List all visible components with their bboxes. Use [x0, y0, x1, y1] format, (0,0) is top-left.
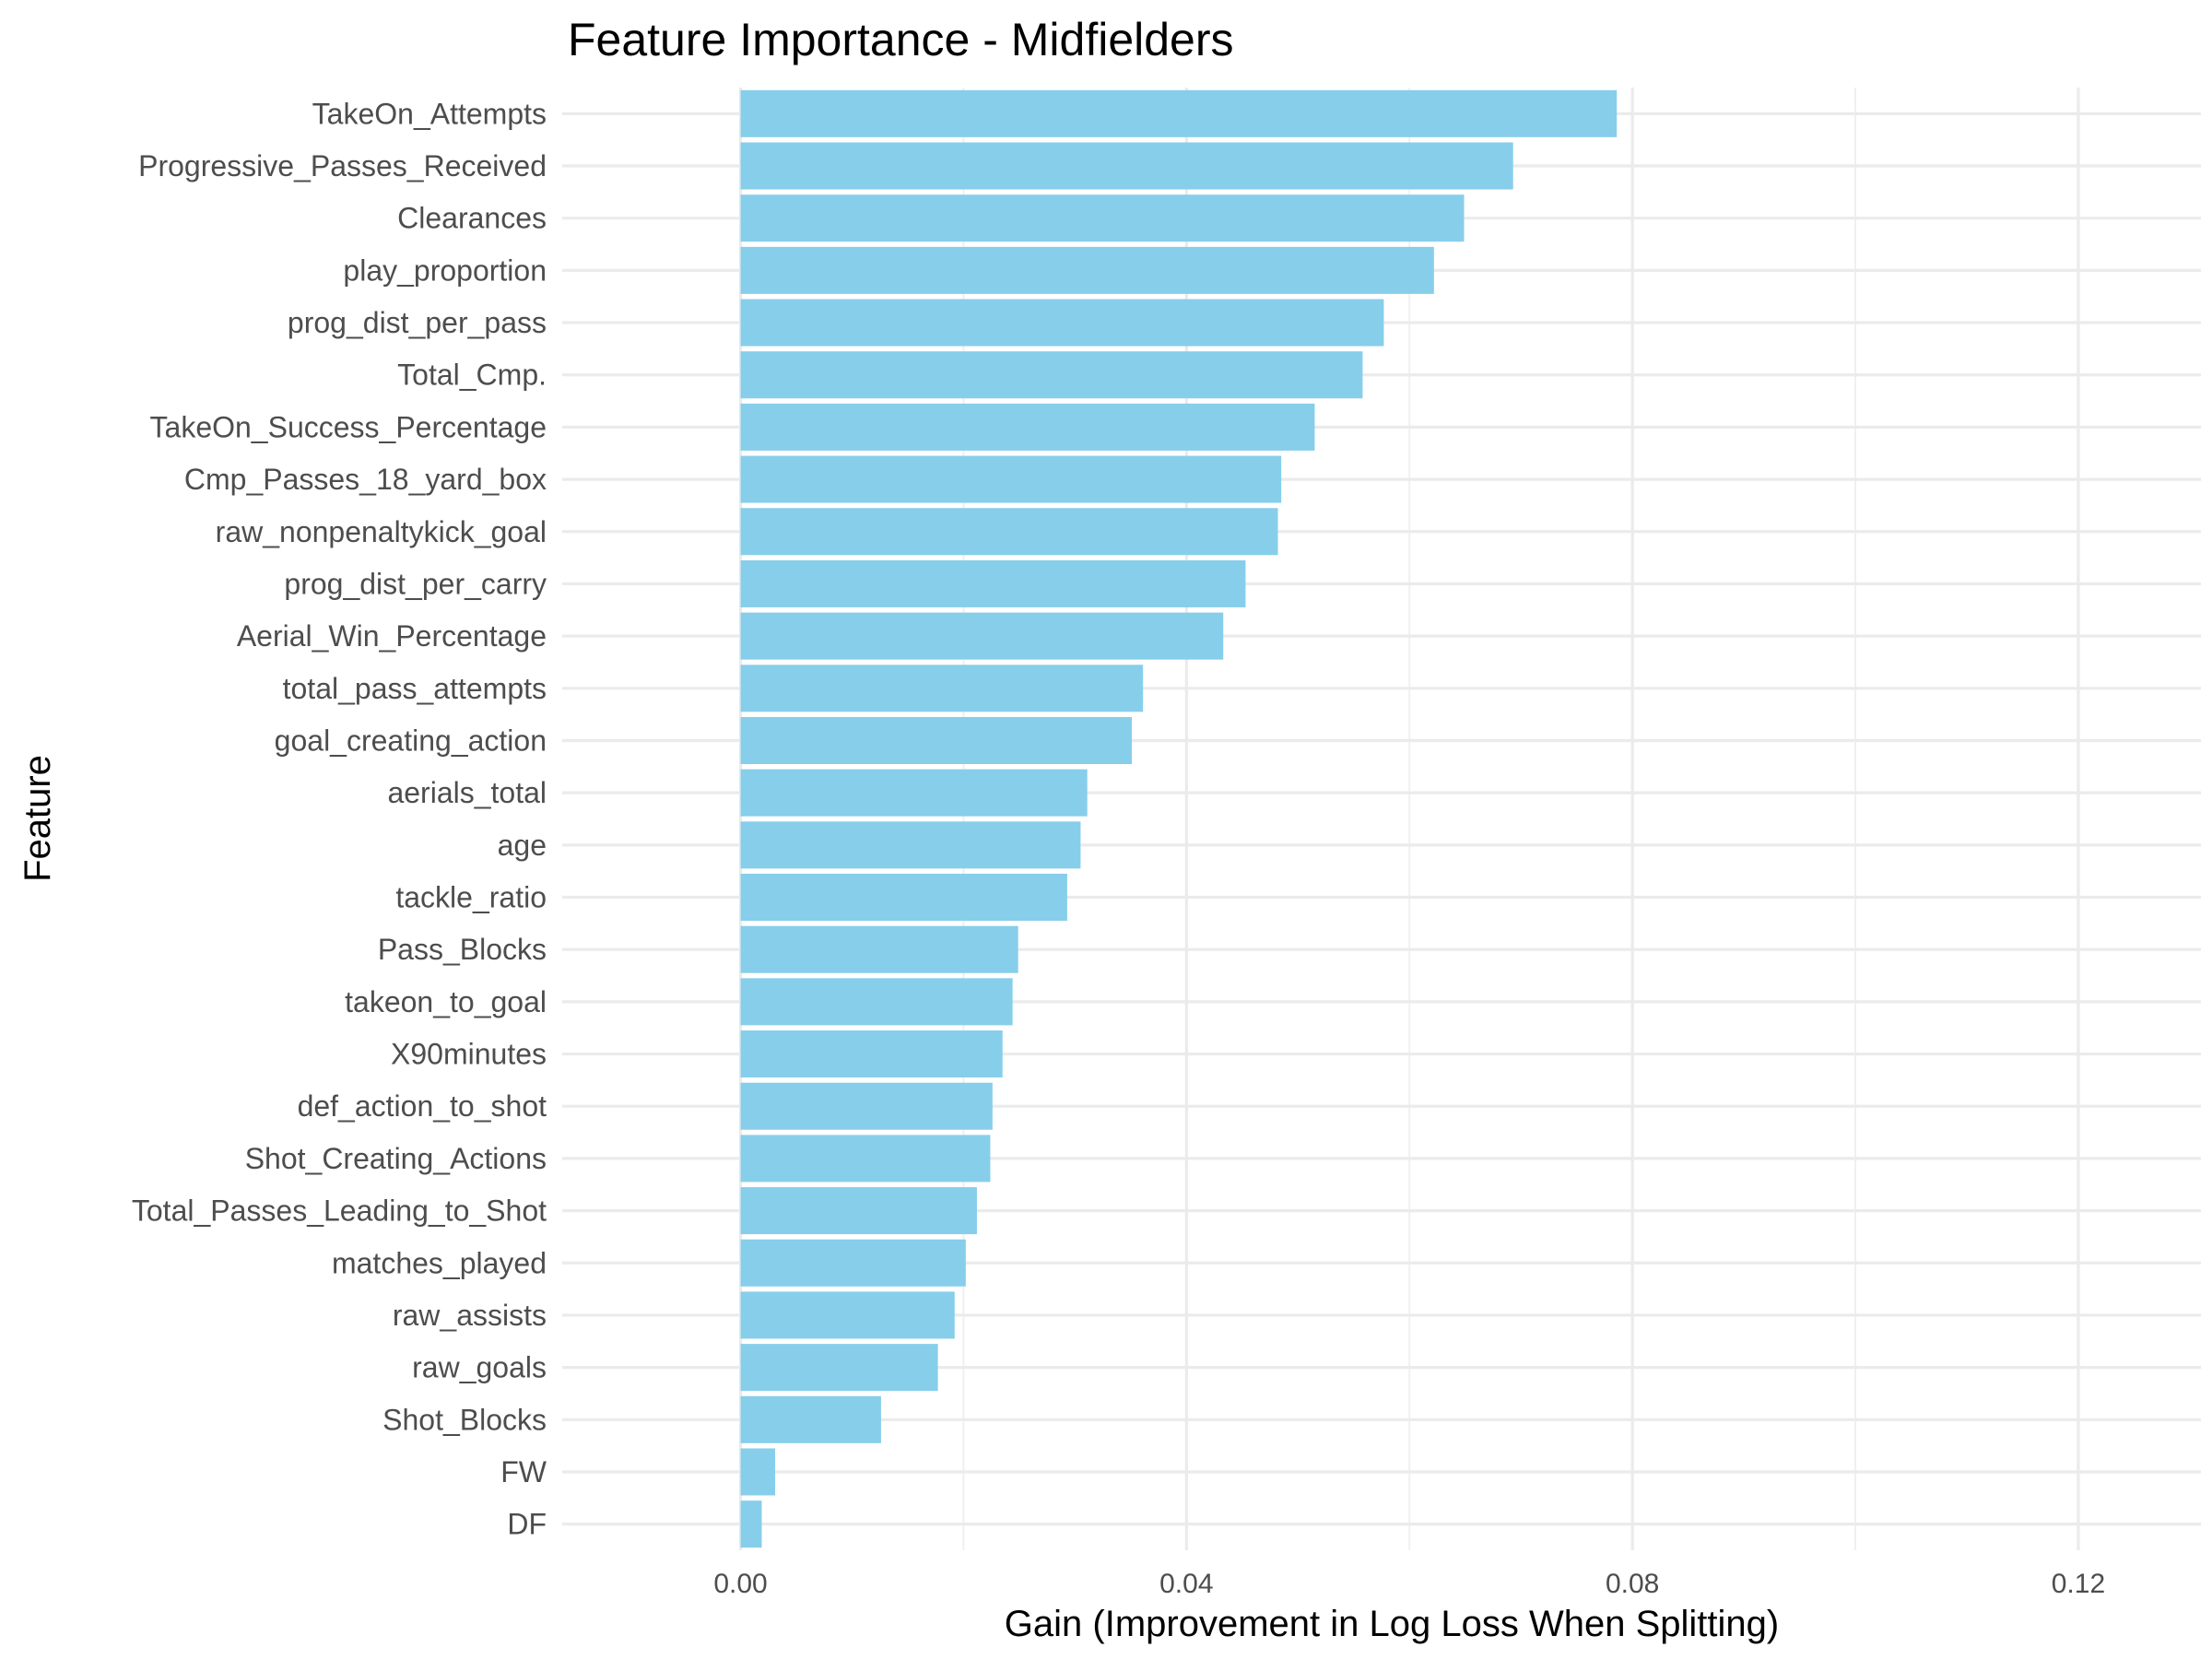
- y-tick-label: Clearances: [397, 202, 547, 235]
- y-tick-label: Total_Cmp.: [397, 359, 547, 392]
- y-tick-label: TakeOn_Attempts: [312, 97, 547, 130]
- y-tick-label: takeon_to_goal: [345, 985, 547, 1018]
- x-tick-label: 0.00: [713, 1569, 767, 1599]
- bar: [740, 508, 1278, 556]
- bar: [740, 351, 1363, 399]
- y-tick-label: play_proportion: [343, 253, 547, 287]
- x-tick-label: 0.08: [1606, 1569, 1659, 1599]
- bar: [740, 1239, 966, 1287]
- bar: [740, 821, 1081, 869]
- bar: [740, 89, 1618, 137]
- y-tick-label: raw_nonpenaltykick_goal: [216, 515, 547, 548]
- x-tick-label: 0.04: [1159, 1569, 1213, 1599]
- y-tick-label: prog_dist_per_carry: [284, 567, 547, 600]
- bar: [740, 978, 1013, 1026]
- y-tick-label: raw_goals: [412, 1351, 547, 1384]
- y-tick-label: Progressive_Passes_Received: [138, 149, 547, 182]
- bar: [740, 142, 1513, 190]
- y-tick-label: age: [498, 829, 547, 862]
- y-tick-label: goal_creating_action: [275, 724, 547, 757]
- y-tick-label: FW: [500, 1455, 547, 1488]
- bar: [740, 1187, 977, 1235]
- bar: [740, 769, 1088, 817]
- y-tick-label: TakeOn_Success_Percentage: [150, 410, 547, 443]
- y-tick-label: DF: [507, 1508, 547, 1541]
- bar: [740, 194, 1465, 242]
- bar: [740, 1135, 991, 1182]
- y-tick-label: Shot_Creating_Actions: [245, 1142, 547, 1175]
- y-tick-label: X90minutes: [391, 1038, 547, 1071]
- bar: [740, 1500, 762, 1548]
- x-tick-labels: 0.00 0.04 0.08 0.12: [713, 1569, 2105, 1599]
- bar: [740, 612, 1224, 660]
- bar: [740, 455, 1282, 503]
- bar: [740, 1395, 881, 1443]
- chart-title: Feature Importance - Midfielders: [568, 14, 1234, 65]
- bar: [740, 925, 1018, 973]
- y-axis-title: Feature: [18, 755, 58, 882]
- bar: [740, 246, 1434, 294]
- y-tick-label: Pass_Blocks: [378, 933, 547, 966]
- bar: [740, 559, 1246, 607]
- y-tick-label: def_action_to_shot: [298, 1089, 547, 1123]
- bar: [740, 1344, 938, 1392]
- bar: [740, 403, 1315, 451]
- y-tick-label: Aerial_Win_Percentage: [237, 619, 547, 653]
- bar: [740, 1448, 776, 1496]
- y-tick-label: Total_Passes_Leading_to_Shot: [132, 1194, 547, 1228]
- bar: [740, 1030, 1003, 1078]
- y-tick-label: total_pass_attempts: [283, 672, 547, 705]
- bar: [740, 1291, 955, 1339]
- bar: [740, 716, 1133, 764]
- y-tick-labels: TakeOn_Attempts Progressive_Passes_Receiv…: [132, 97, 547, 1540]
- bar: [740, 299, 1384, 347]
- x-tick-label: 0.12: [2052, 1569, 2105, 1599]
- y-tick-label: matches_played: [332, 1246, 547, 1279]
- y-tick-label: prog_dist_per_pass: [288, 306, 547, 339]
- y-tick-label: aerials_total: [387, 776, 547, 809]
- y-tick-label: raw_assists: [393, 1299, 547, 1332]
- x-axis-title: Gain (Improvement in Log Loss When Split…: [1005, 1604, 1779, 1644]
- bar: [740, 874, 1067, 922]
- bar-layer: [740, 89, 1618, 1548]
- bar: [740, 1082, 993, 1130]
- y-tick-label: Cmp_Passes_18_yard_box: [184, 463, 547, 496]
- y-tick-label: tackle_ratio: [395, 881, 547, 914]
- bar: [740, 665, 1144, 712]
- y-tick-label: Shot_Blocks: [382, 1403, 547, 1436]
